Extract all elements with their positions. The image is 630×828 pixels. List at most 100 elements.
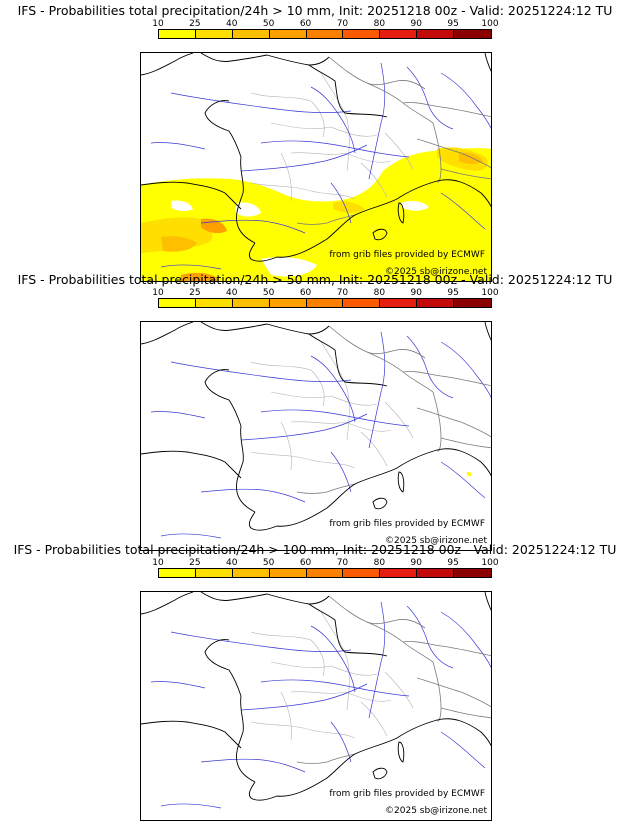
region-boundary xyxy=(384,132,414,170)
colorbar-tick-label: 95 xyxy=(447,288,459,298)
region-boundary xyxy=(280,691,292,741)
region-boundary xyxy=(250,451,356,469)
coastline xyxy=(200,322,330,335)
coastline xyxy=(236,695,256,783)
rivers xyxy=(150,62,491,270)
colorbar-tick-label: 50 xyxy=(262,19,275,29)
coastline xyxy=(397,471,405,493)
data-credit: from grib files provided by ECMWF xyxy=(329,519,485,529)
probability-contour xyxy=(459,152,483,164)
colorbar-segment xyxy=(380,569,418,577)
river-line xyxy=(310,355,356,423)
region-boundary xyxy=(320,611,350,711)
colorbar xyxy=(158,29,492,39)
colorbar-tick-label: 25 xyxy=(189,558,201,568)
probability-contour xyxy=(161,236,197,252)
river-line xyxy=(330,721,352,763)
country-border xyxy=(440,437,491,449)
coastline xyxy=(276,737,398,797)
coastline xyxy=(204,369,242,427)
site-credit: ©2025 sb@irizone.net xyxy=(385,267,487,277)
colorbar-segment xyxy=(343,569,381,577)
coastline xyxy=(397,202,405,224)
colorbar-tick-label: 70 xyxy=(336,19,349,29)
country-border xyxy=(432,661,442,722)
river-line xyxy=(160,264,222,270)
colorbar-segment xyxy=(159,299,196,307)
colorbar xyxy=(158,568,492,578)
river-line xyxy=(368,601,386,719)
rivers xyxy=(150,331,491,539)
colorbar-tick-label: 70 xyxy=(336,558,349,568)
probability-contour xyxy=(181,272,219,281)
coastline xyxy=(372,228,388,241)
colorbar-segment xyxy=(306,299,344,307)
colorbar-tick-label: 60 xyxy=(299,558,312,568)
country-border xyxy=(416,138,491,169)
country-borders xyxy=(296,325,491,494)
colorbar-segment xyxy=(417,569,454,577)
region-boundary xyxy=(270,391,378,406)
colorbar-tick-label: 60 xyxy=(299,19,312,29)
colorbar-tick-label: 10 xyxy=(152,558,164,568)
coastline xyxy=(308,333,388,387)
colorbar-tick-label: 80 xyxy=(373,558,386,568)
colorbar-tick-label: 100 xyxy=(481,19,499,29)
colorbar-segment xyxy=(232,569,270,577)
admin-boundaries xyxy=(250,341,414,471)
panel-title: IFS - Probabilities total precipitation/… xyxy=(13,542,617,557)
river-line xyxy=(406,605,454,669)
country-border xyxy=(402,371,491,386)
admin-boundaries xyxy=(250,611,414,741)
below-threshold-area xyxy=(261,257,317,277)
site-credit: ©2025 sb@irizone.net xyxy=(385,536,487,546)
map-panel-50mm: IFS - Probabilities total precipitation/… xyxy=(0,273,630,551)
country-border xyxy=(328,595,434,663)
coastline xyxy=(248,242,278,262)
river-line xyxy=(368,62,386,180)
region-boundary xyxy=(280,152,292,202)
colorbar-segment xyxy=(380,299,418,307)
coastline xyxy=(484,53,491,72)
probability-map: from grib files provided by ECMWF ©2025 … xyxy=(140,321,492,551)
region-boundary xyxy=(290,421,392,432)
river-line xyxy=(160,803,222,809)
colorbar-tick-label: 40 xyxy=(226,19,238,29)
river-line xyxy=(310,625,356,693)
below-threshold-area xyxy=(171,200,193,212)
map-canvas xyxy=(141,322,491,539)
country-border xyxy=(328,325,434,393)
river-line xyxy=(330,451,352,493)
colorbar-segment xyxy=(306,30,344,38)
region-boundary xyxy=(290,691,392,702)
colorbar-segment xyxy=(159,569,196,577)
coastline xyxy=(308,64,388,118)
coastline xyxy=(396,718,491,747)
river-line xyxy=(260,409,410,427)
country-border xyxy=(416,677,491,708)
region-boundary xyxy=(384,671,414,709)
rivers xyxy=(150,601,491,809)
region-boundary xyxy=(250,631,325,677)
country-border xyxy=(402,641,491,656)
coastline xyxy=(248,781,278,801)
river-line xyxy=(160,533,222,539)
colorbar-tick-label: 90 xyxy=(410,288,422,298)
country-border xyxy=(366,80,426,90)
colorbar-segment xyxy=(380,30,418,38)
country-border xyxy=(440,707,491,719)
coastline xyxy=(236,156,256,244)
colorbar-tick-label: 90 xyxy=(410,19,422,29)
probability-map: from grib files provided by ECMWF ©2025 … xyxy=(140,52,492,282)
coastline xyxy=(204,100,242,158)
coastline xyxy=(308,603,388,657)
probability-map: from grib files provided by ECMWF ©2025 … xyxy=(140,591,492,821)
coastlines xyxy=(141,592,491,801)
region-boundary xyxy=(360,701,388,737)
region-boundary xyxy=(384,401,414,439)
coastline xyxy=(141,450,242,479)
coastline xyxy=(204,639,242,697)
probability-contour xyxy=(466,471,472,477)
colorbar-segment xyxy=(195,30,233,38)
colorbar-tick-label: 50 xyxy=(262,288,275,298)
